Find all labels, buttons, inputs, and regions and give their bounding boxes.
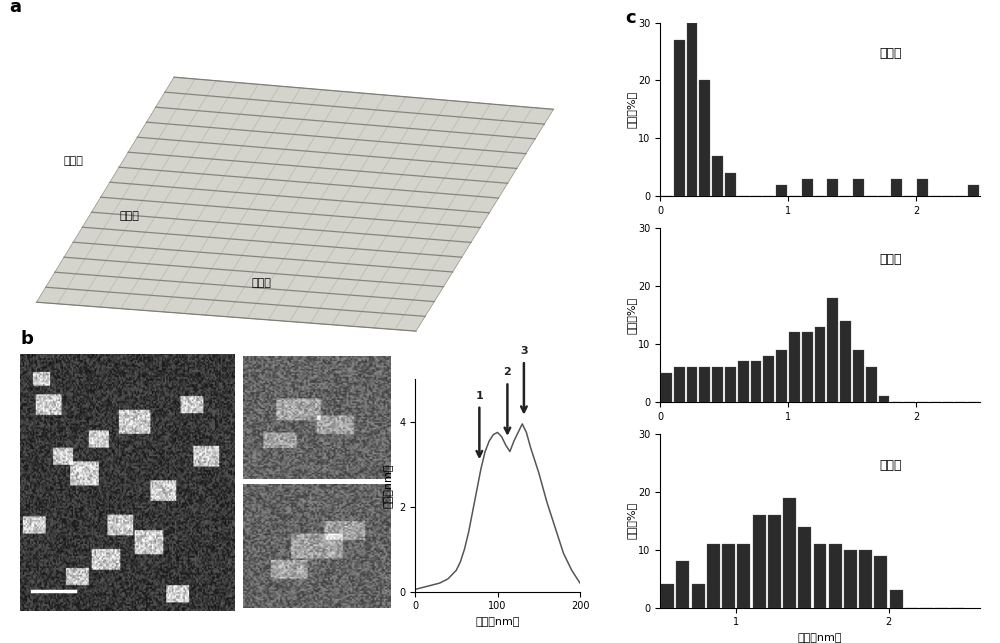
- Bar: [968, 185, 979, 196]
- Text: 一条锤: 一条锤: [879, 47, 902, 60]
- Y-axis label: 比例（%）: 比例（%）: [627, 91, 637, 128]
- Bar: [768, 515, 781, 608]
- Bar: [890, 590, 903, 608]
- Bar: [692, 584, 705, 608]
- Text: 1: 1: [475, 390, 483, 401]
- Bar: [725, 173, 736, 196]
- Y-axis label: 比例（%）: 比例（%）: [627, 502, 637, 539]
- Text: 一条链: 一条链: [64, 156, 84, 166]
- Bar: [789, 332, 800, 402]
- Bar: [661, 373, 672, 402]
- Bar: [853, 179, 864, 196]
- Bar: [874, 556, 887, 608]
- Text: 2: 2: [504, 367, 511, 377]
- Bar: [753, 515, 766, 608]
- Bar: [814, 544, 826, 608]
- Bar: [917, 179, 928, 196]
- Bar: [776, 350, 787, 402]
- Bar: [674, 367, 685, 402]
- Bar: [844, 550, 857, 608]
- Bar: [661, 584, 674, 608]
- Bar: [827, 179, 838, 196]
- Bar: [676, 561, 689, 608]
- Bar: [879, 396, 889, 402]
- Bar: [798, 527, 811, 608]
- Bar: [738, 361, 749, 402]
- Bar: [707, 544, 720, 608]
- Bar: [776, 185, 787, 196]
- Text: b: b: [20, 330, 33, 348]
- Bar: [687, 23, 697, 196]
- Bar: [840, 321, 851, 402]
- Polygon shape: [36, 77, 554, 331]
- Bar: [827, 298, 838, 402]
- Text: 三条链: 三条链: [251, 278, 271, 288]
- Text: c: c: [625, 8, 636, 26]
- Bar: [853, 350, 864, 402]
- X-axis label: 长度（nm）: 长度（nm）: [475, 617, 520, 627]
- Bar: [859, 550, 872, 608]
- Text: a: a: [9, 0, 21, 16]
- Y-axis label: 比例（%）: 比例（%）: [627, 296, 637, 334]
- Text: 三条锤: 三条锤: [879, 458, 902, 472]
- Bar: [829, 544, 842, 608]
- Bar: [722, 544, 735, 608]
- Bar: [687, 367, 697, 402]
- Bar: [699, 80, 710, 196]
- Bar: [802, 179, 813, 196]
- Bar: [866, 367, 877, 402]
- Text: 两条链: 两条链: [119, 211, 139, 221]
- Bar: [712, 367, 723, 402]
- Bar: [815, 327, 825, 402]
- Bar: [699, 367, 710, 402]
- Bar: [751, 361, 761, 402]
- Bar: [802, 332, 813, 402]
- Bar: [712, 156, 723, 196]
- Text: 3: 3: [520, 346, 528, 356]
- Bar: [783, 498, 796, 608]
- Bar: [674, 40, 685, 196]
- Bar: [891, 179, 902, 196]
- Text: 两条锤: 两条锤: [879, 253, 902, 266]
- Bar: [725, 367, 736, 402]
- Bar: [763, 356, 774, 402]
- X-axis label: 高度（nm）: 高度（nm）: [798, 633, 842, 643]
- Bar: [737, 544, 750, 608]
- Y-axis label: 高度（nm）: 高度（nm）: [383, 463, 393, 508]
